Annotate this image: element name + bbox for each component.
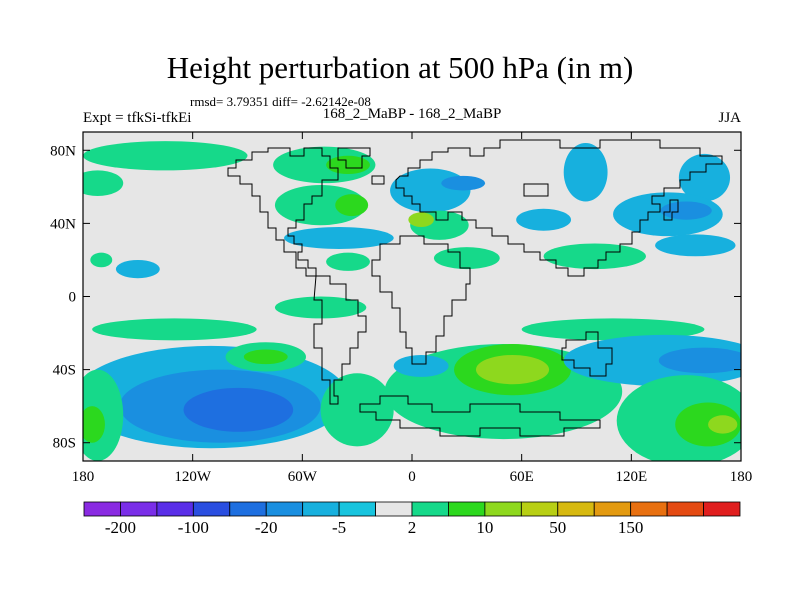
y-tick-label: 80S <box>53 436 76 452</box>
colorbar-swatch <box>448 501 486 517</box>
contour-region <box>284 227 394 249</box>
colorbar-swatch <box>593 501 632 517</box>
colorbar-swatch <box>666 501 704 517</box>
coastline-japan <box>663 199 679 221</box>
contour-region <box>516 208 572 231</box>
colorbar-swatch <box>484 501 522 517</box>
contour-region <box>433 247 500 270</box>
contour-region <box>655 234 736 257</box>
colorbar-label: -5 <box>332 518 346 537</box>
colorbar-swatch <box>703 501 741 517</box>
colorbar-swatch <box>557 501 595 517</box>
colorbar-label: 2 <box>408 518 417 537</box>
colorbar-swatch <box>192 501 231 517</box>
x-tick-label: 180 <box>72 469 95 485</box>
contour-region <box>90 252 113 268</box>
y-axis: 80N 40N 0 40S 80S <box>50 143 741 452</box>
colorbar-swatch <box>630 501 668 517</box>
colorbar-swatch <box>156 501 194 517</box>
colorbar-label: 10 <box>476 518 493 537</box>
colorbar-label: -200 <box>105 518 136 537</box>
contour-region <box>320 373 394 447</box>
stats-label: rmsd= 3.79351 diff= -2.62142e-08 <box>190 94 371 109</box>
contour-region <box>335 194 369 217</box>
contour-fill-layer <box>83 141 741 461</box>
contour-region <box>660 201 712 220</box>
contour-region <box>658 347 741 374</box>
contour-region <box>675 402 741 447</box>
contour-region <box>441 175 486 191</box>
contour-region <box>83 141 248 171</box>
y-tick-label: 40S <box>53 363 76 379</box>
colorbar-swatch <box>338 501 376 517</box>
contour-region <box>543 243 646 270</box>
case-label: 168_2_MaBP - 168_2_MaBP <box>322 106 502 122</box>
coastline-greenland <box>337 147 371 169</box>
contour-region <box>183 387 294 432</box>
contour-region <box>326 155 370 175</box>
colorbar-swatch <box>229 501 267 517</box>
x-tick-label: 60E <box>510 469 534 485</box>
contour-region <box>83 170 124 196</box>
continent-outline-layer <box>227 139 723 437</box>
contour-region <box>390 168 471 213</box>
coastline-eurasia <box>395 139 723 277</box>
contour-region <box>274 296 367 319</box>
contour-region <box>678 153 731 202</box>
y-tick-label: 80N <box>50 143 76 159</box>
colorbar-swatch <box>411 501 449 517</box>
x-axis: 180 120W 60W 0 60E 120E 180 <box>72 132 753 485</box>
contour-region <box>326 252 370 271</box>
coastline-antarctica <box>359 395 601 437</box>
x-tick-label: 60W <box>288 469 318 485</box>
colorbar-label: -100 <box>178 518 209 537</box>
contour-region <box>475 354 550 385</box>
colorbar-swatch <box>302 501 340 517</box>
coastline-caspian <box>523 183 549 197</box>
colorbar-swatch <box>375 501 413 517</box>
colorbar-swatch <box>120 501 158 517</box>
contour-region <box>115 259 160 279</box>
coastline-africa <box>371 235 471 365</box>
x-tick-label: 120E <box>615 469 647 485</box>
x-tick-label: 120W <box>174 469 212 485</box>
contour-region <box>243 349 288 365</box>
season-label: JJA <box>718 110 741 126</box>
colorbar-swatch <box>83 501 121 517</box>
experiment-label: Expt = tfkSi-tfkEi <box>83 110 192 126</box>
coastline-iceland <box>371 175 385 185</box>
contour-region <box>92 318 257 341</box>
colorbar-label: 150 <box>618 518 644 537</box>
contour-region <box>563 142 608 202</box>
colorbar-label: 50 <box>549 518 566 537</box>
contour-region <box>393 354 449 377</box>
x-tick-label: 180 <box>730 469 753 485</box>
chart-title: Height perturbation at 500 hPa (in m) <box>166 50 634 85</box>
y-tick-label: 0 <box>69 290 77 306</box>
colorbar-swatch <box>520 501 559 517</box>
contour-region <box>521 318 705 341</box>
contour-region <box>83 406 105 443</box>
coastline-south-america <box>313 275 367 405</box>
contour-region <box>708 415 738 434</box>
contour-region <box>408 212 434 228</box>
contour-region <box>274 185 367 226</box>
x-tick-label: 0 <box>408 469 416 485</box>
coastline-australia <box>561 331 613 377</box>
colorbar-swatch <box>265 501 304 517</box>
coastline-north-america <box>227 147 339 277</box>
colorbar: -200 -100 -20 -5 2 10 50 150 <box>83 501 741 537</box>
y-tick-label: 40N <box>50 216 76 232</box>
colorbar-label: -20 <box>255 518 278 537</box>
